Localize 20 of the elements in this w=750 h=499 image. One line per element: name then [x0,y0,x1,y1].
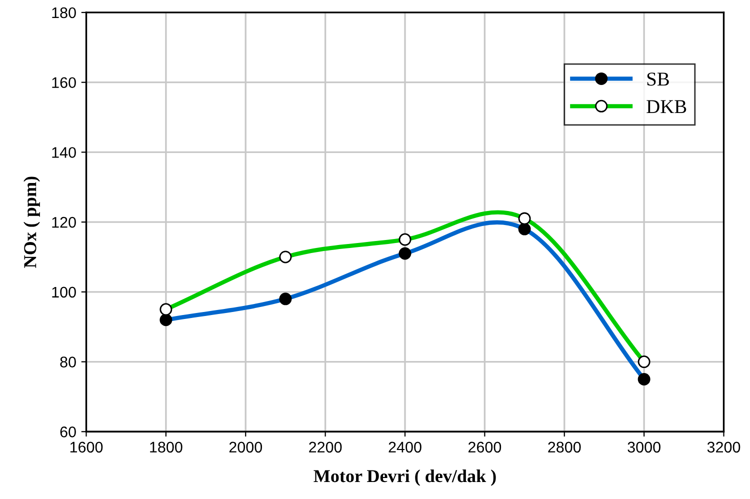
x-tick-label: 3000 [628,442,660,453]
x-tick-label: 2600 [468,442,502,453]
x-tick-label: 2000 [229,442,262,453]
y-tick-label: 80 [60,356,76,368]
x-tick-label: 1800 [150,442,182,453]
x-axis-title: Motor Devri ( dev/dak ) [314,469,496,486]
x-tick-label: 2200 [309,442,342,453]
y-axis-title: NOx ( ppm) [24,176,40,268]
x-tick-label: 2400 [388,442,422,453]
x-tick-label: 2800 [548,442,581,453]
x-tick-label: 1600 [70,442,103,453]
y-tick-label: 160 [52,77,76,88]
legend-label: DKB [646,100,686,114]
y-tick-label: 180 [52,7,76,18]
y-tick-label: 60 [60,426,76,438]
y-tick-label: 100 [52,286,76,298]
legend-label: SB [647,72,669,86]
x-tick-label: 3200 [707,442,740,453]
y-tick-label: 120 [52,216,76,228]
y-tick-label: 140 [52,147,76,158]
